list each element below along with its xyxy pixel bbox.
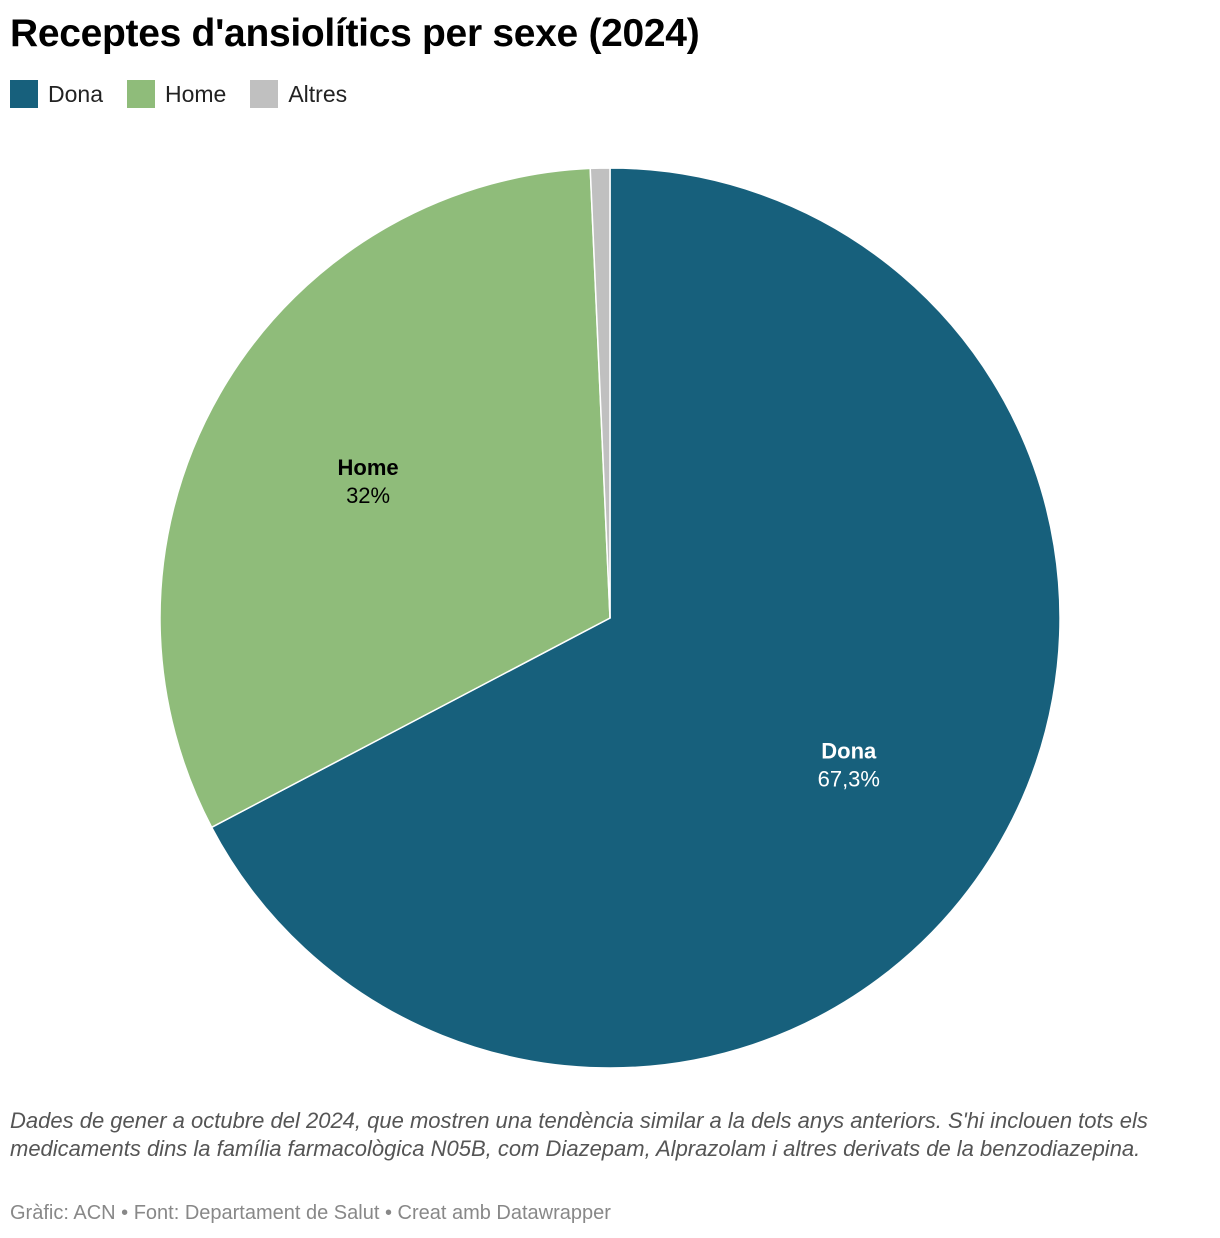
pie-chart: Dona 67,3% Home 32% bbox=[159, 167, 1061, 1069]
legend-item-altres: Altres bbox=[250, 80, 347, 108]
legend-label-home: Home bbox=[164, 80, 227, 107]
legend-label-dona: Dona bbox=[48, 80, 103, 107]
chart-title: Receptes d'ansiolítics per sexe (2024) bbox=[10, 12, 700, 55]
legend-item-dona: Dona bbox=[10, 80, 103, 108]
slice-label-value-home: 32% bbox=[346, 483, 390, 508]
chart-notes: Dades de gener a octubre del 2024, que m… bbox=[10, 1108, 1148, 1161]
legend: Dona Home Altres bbox=[10, 80, 371, 108]
pie-slice-home bbox=[159, 167, 611, 829]
pie-slices bbox=[159, 167, 1061, 1069]
legend-swatch-dona bbox=[10, 80, 38, 108]
chart-footer: Gràfic: ACN • Font: Departament de Salut… bbox=[10, 1202, 611, 1224]
legend-swatch-home bbox=[126, 80, 155, 108]
legend-item-home: Home bbox=[126, 80, 227, 108]
pie-slice-dona bbox=[210, 167, 1061, 1069]
pie-labels: Dona 67,3% Home 32% bbox=[338, 455, 880, 791]
slice-label-name-dona: Dona bbox=[821, 738, 877, 763]
legend-label-altres: Altres bbox=[288, 80, 348, 107]
pie-slice-altres bbox=[589, 167, 611, 619]
slice-label-name-home: Home bbox=[338, 455, 399, 480]
legend-swatch-altres bbox=[250, 80, 279, 108]
slice-label-value-dona: 67,3% bbox=[818, 766, 880, 791]
